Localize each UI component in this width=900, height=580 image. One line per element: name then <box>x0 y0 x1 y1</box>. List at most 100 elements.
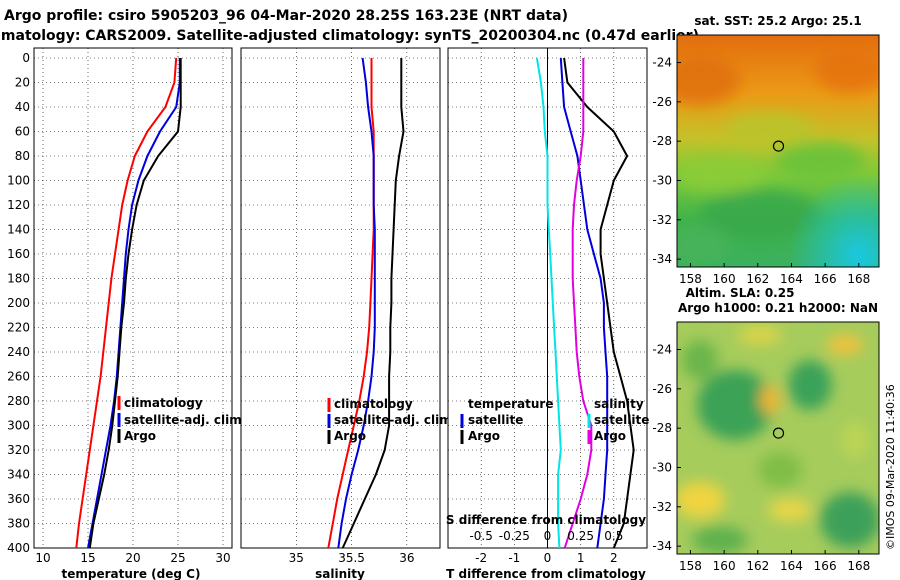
s-tick-label: 0 <box>544 529 552 543</box>
sla-argo-location-marker <box>772 427 785 439</box>
map-y-tick-label: -26 <box>652 95 672 109</box>
x-tick-label: 20 <box>125 551 140 565</box>
map-y-tick-label: -28 <box>652 421 672 435</box>
depth-tick-label: 160 <box>7 247 30 261</box>
sst-map: 158 160 162 164 166 168 -24 -26 -28 -30 -32 -34 <box>652 34 880 286</box>
diff-legend-s-satellite-label: satellite <box>594 413 649 427</box>
depth-tick-label: 340 <box>7 468 30 482</box>
depth-tick-label: 80 <box>15 149 30 163</box>
x-tick-label: 36 <box>399 551 414 565</box>
sal-legend-climatology-label: climatology <box>334 397 413 411</box>
map-x-tick-label: 160 <box>713 272 736 286</box>
diff-legend-t-argo-label: Argo <box>468 429 500 443</box>
map-x-tick-label: 164 <box>780 559 803 573</box>
salinity-x-label: salinity <box>315 567 365 580</box>
map-x-tick-label: 168 <box>847 272 870 286</box>
s-tick-label: -0.5 <box>469 529 492 543</box>
map-x-tick-label: 164 <box>780 272 803 286</box>
map-y-tick-label: -28 <box>652 134 672 148</box>
difference-x-ticks: -2 -1 0 1 2 <box>475 551 617 565</box>
x-tick-label: 2 <box>610 551 618 565</box>
sal-legend-satellite-label: satellite-adj. clim. <box>334 413 456 427</box>
salinity-panel: 35 35.5 36 salinity climatology satellite-… <box>240 47 456 580</box>
temperature-panel: 10 15 20 25 30 temperature (deg C) climatolo… <box>33 47 246 580</box>
diff-legend-t-satellite-label: satellite <box>468 413 523 427</box>
depth-tick-label: 360 <box>7 492 30 506</box>
map-x-tick-label: 166 <box>814 272 837 286</box>
map-y-tick-label: -30 <box>652 460 672 474</box>
s-tick-label: 0.25 <box>567 529 594 543</box>
depth-tick-label: 320 <box>7 443 30 457</box>
map-x-tick-label: 162 <box>746 272 769 286</box>
temperature-x-label: temperature (deg C) <box>62 567 201 580</box>
header-line1: Argo profile: csiro 5905203_96 04-Mar-20… <box>4 8 568 24</box>
x-tick-label: 0 <box>544 551 552 565</box>
sla-map: 158 160 162 164 166 168 -24 -26 -28 -30 -32 -34 <box>652 321 880 573</box>
series-line-argo <box>88 58 182 549</box>
difference-panel: -2 -1 0 1 2 -0.5 -0.25 0 0.25 0.5 T difference f… <box>446 47 649 580</box>
depth-tick-label: 40 <box>15 100 30 114</box>
x-tick-label: 15 <box>80 551 95 565</box>
map-y-tick-label: -32 <box>652 213 672 227</box>
sla-map-title: Altim. SLA: 0.25 <box>686 286 795 300</box>
series-line-climatology <box>75 57 178 549</box>
x-tick-label: 1 <box>577 551 585 565</box>
diff-legend-salinity-title: salinity <box>594 397 644 411</box>
difference-legend: temperature satellite Argo salinity sate… <box>460 397 649 444</box>
sst-map-ticks: 158 160 162 164 166 168 -24 -26 -28 -30 -32 -34 <box>652 56 870 286</box>
x-tick-label: 35 <box>289 551 304 565</box>
series-line-satellite-adj-clim- <box>337 57 376 549</box>
diff-legend-temperature-title: temperature <box>468 397 553 411</box>
salinity-grid <box>241 48 440 549</box>
map-y-tick-label: -24 <box>652 56 672 70</box>
sla-map-ticks: 158 160 162 164 166 168 -24 -26 -28 -30 -32 -34 <box>652 343 870 573</box>
depth-tick-label: 100 <box>7 174 30 188</box>
depth-tick-label: 380 <box>7 517 30 531</box>
depth-tick-label: 400 <box>7 541 30 555</box>
legend-satellite-label: satellite-adj. clim. <box>124 413 246 427</box>
map-x-tick-label: 158 <box>679 272 702 286</box>
salinity-legend: climatology satellite-adj. clim. Argo <box>327 397 456 444</box>
series-line-temperature-satellite <box>559 57 609 549</box>
s-tick-label: -0.25 <box>499 529 530 543</box>
series-line-temperature-argo <box>563 57 635 549</box>
map-x-tick-label: 162 <box>746 559 769 573</box>
depth-tick-label: 140 <box>7 223 30 237</box>
depth-tick-label: 300 <box>7 419 30 433</box>
salinity-series <box>327 57 405 549</box>
difference-grid <box>448 48 647 549</box>
temperature-grid <box>34 48 232 549</box>
depth-tick-label: 260 <box>7 370 30 384</box>
series-line-salinity-satellite <box>535 57 562 549</box>
depth-tick-label: 240 <box>7 345 30 359</box>
map-y-tick-label: -24 <box>652 343 672 357</box>
salinity-panel-frame <box>240 47 441 549</box>
x-tick-label: 35.5 <box>338 551 365 565</box>
x-tick-label: -2 <box>475 551 487 565</box>
diff-legend-s-argo-label: Argo <box>594 429 626 443</box>
series-line-argo <box>341 58 405 549</box>
salinity-x-ticks: 35 35.5 36 <box>289 551 415 565</box>
legend-argo-label: Argo <box>124 429 156 443</box>
map-x-tick-label: 166 <box>814 559 837 573</box>
sst-map-title: sat. SST: 25.2 Argo: 25.1 <box>694 14 861 28</box>
temperature-series <box>75 57 182 549</box>
s-tick-label: 0.5 <box>604 529 623 543</box>
x-tick-label: -1 <box>508 551 520 565</box>
depth-tick-label: 0 <box>22 51 30 65</box>
sal-legend-argo-label: Argo <box>334 429 366 443</box>
series-line-satellite-adj-clim- <box>87 58 181 549</box>
x-tick-label: 30 <box>215 551 230 565</box>
depth-tick-label: 200 <box>7 296 30 310</box>
depth-tick-label: 280 <box>7 394 30 408</box>
map-y-tick-label: -34 <box>652 252 672 266</box>
map-y-tick-label: -26 <box>652 382 672 396</box>
depth-tick-label: 60 <box>15 125 30 139</box>
x-tick-label: 25 <box>170 551 185 565</box>
sst-argo-location-marker <box>772 140 785 152</box>
map-y-tick-label: -34 <box>652 539 672 553</box>
header-line2: Climatology: CARS2009. Satellite-adjuste… <box>0 28 699 44</box>
map-x-tick-label: 160 <box>713 559 736 573</box>
map-y-tick-label: -32 <box>652 500 672 514</box>
map-x-tick-label: 158 <box>679 559 702 573</box>
